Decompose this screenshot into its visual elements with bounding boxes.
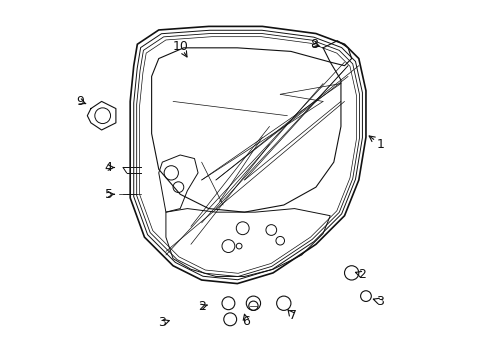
Text: 3: 3 — [376, 295, 384, 308]
Text: 2: 2 — [197, 300, 205, 313]
Text: 6: 6 — [242, 315, 250, 328]
Text: 3: 3 — [158, 316, 166, 329]
Text: 10: 10 — [172, 40, 188, 53]
Text: 8: 8 — [309, 38, 318, 51]
Text: 7: 7 — [288, 309, 296, 322]
Text: 2: 2 — [358, 268, 366, 281]
Text: 9: 9 — [76, 95, 84, 108]
Text: 1: 1 — [376, 138, 384, 151]
Text: 5: 5 — [104, 188, 113, 201]
Text: 4: 4 — [104, 161, 112, 174]
